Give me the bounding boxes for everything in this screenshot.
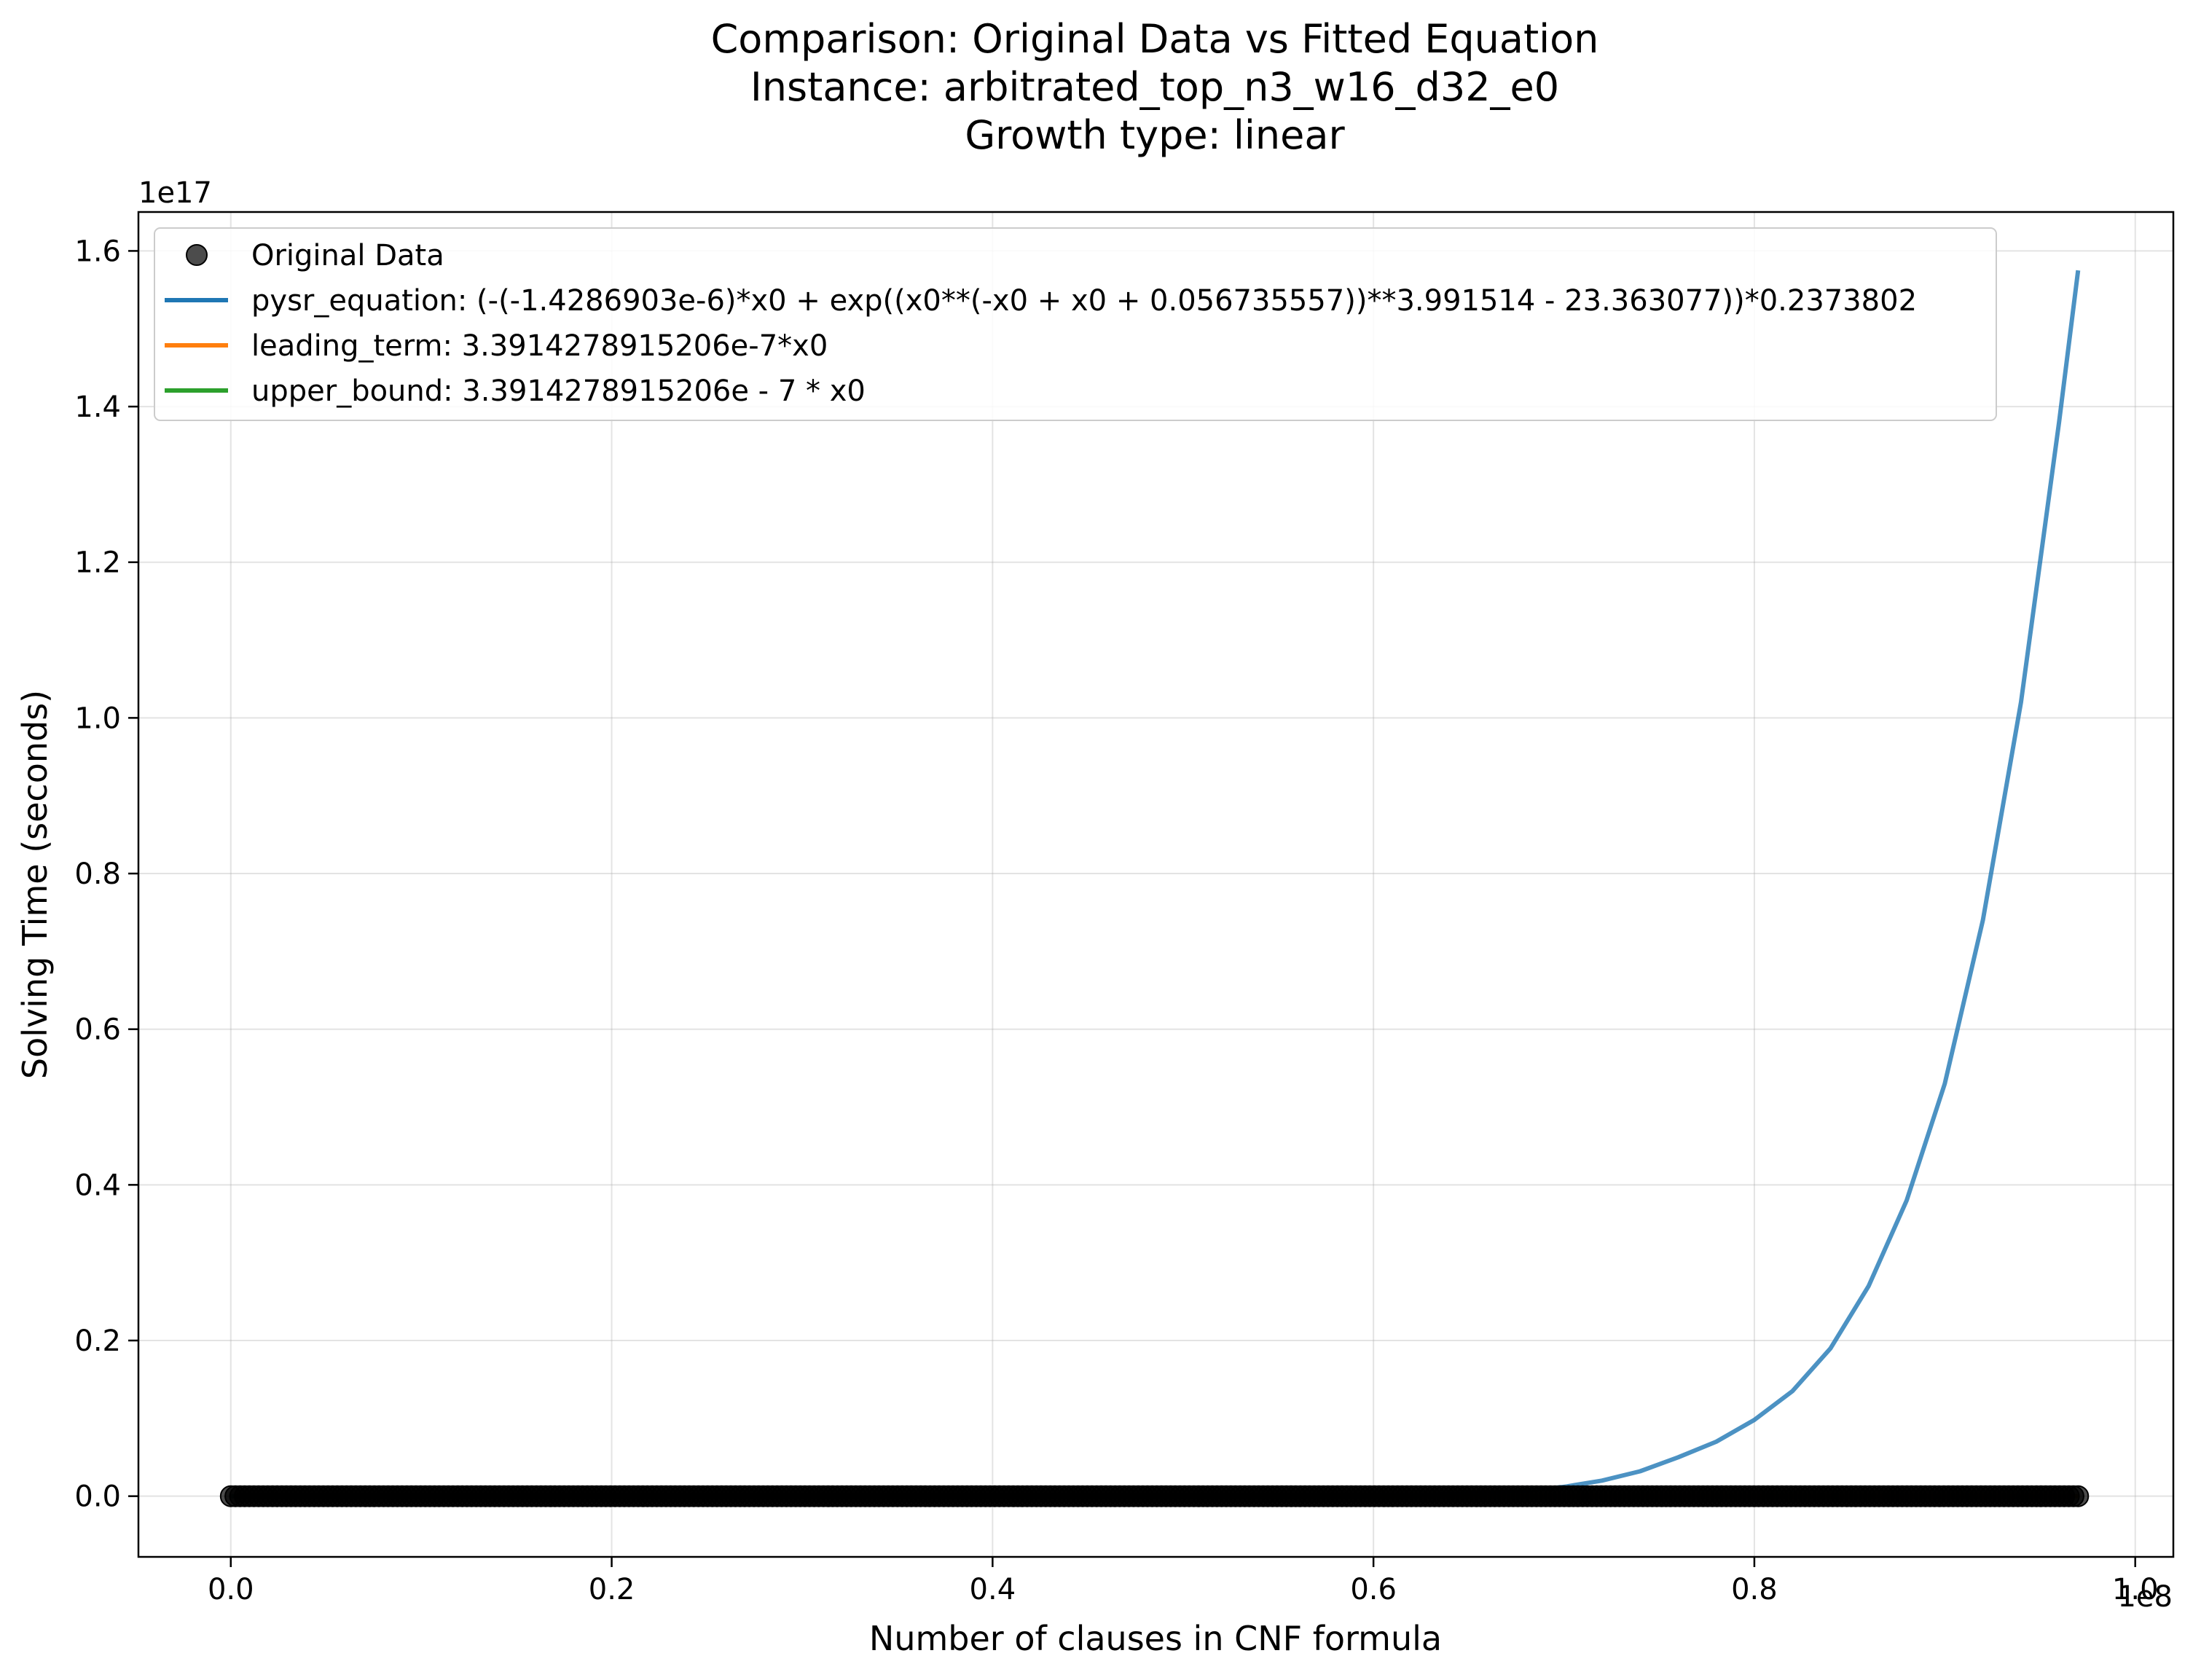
legend-label-pysr-equation: pysr_equation: (-(-1.4286903e-6)*x0 + ex… — [251, 284, 1917, 318]
x-axis-label: Number of clauses in CNF formula — [869, 1619, 1442, 1658]
chart-title-line-3: Growth type: linear — [965, 112, 1345, 158]
x-tick-label: 0.4 — [970, 1573, 1016, 1606]
y-axis-label: Solving Time (seconds) — [15, 690, 55, 1079]
legend-box — [154, 227, 1997, 421]
y-tick-label: 0.4 — [74, 1169, 121, 1202]
y-tick-label: 1.4 — [74, 390, 121, 424]
x-tick-label: 0.8 — [1731, 1573, 1778, 1606]
y-tick-label: 1.0 — [74, 702, 121, 735]
data-point — [2067, 1485, 2090, 1507]
x-axis-offset-label: 1e8 — [2117, 1580, 2173, 1614]
legend-marker-original-data — [186, 244, 208, 266]
y-tick-label: 0.2 — [74, 1324, 121, 1358]
y-tick-label: 1.2 — [74, 546, 121, 580]
x-tick-label: 0.2 — [589, 1573, 635, 1606]
y-tick-label: 0.6 — [74, 1013, 121, 1047]
legend-label-original-data: Original Data — [251, 239, 444, 272]
legend: Original Data pysr_equation: (-(-1.42869… — [154, 227, 1997, 421]
x-tick-label: 0.0 — [208, 1573, 254, 1606]
x-tick-label: 0.6 — [1350, 1573, 1397, 1606]
legend-label-leading-term: leading_term: 3.3914278915206e-7*x0 — [251, 329, 828, 363]
legend-label-upper-bound: upper_bound: 3.3914278915206e - 7 * x0 — [251, 374, 866, 408]
plot-area-frame — [137, 211, 2175, 1558]
original-data-points — [219, 1485, 2090, 1507]
y-tick-label: 0.0 — [74, 1480, 121, 1514]
x-axis-ticks: 0.0 0.2 0.4 0.6 0.8 1.0 — [208, 1557, 2159, 1606]
y-tick-label: 1.6 — [74, 235, 121, 268]
y-axis-ticks: 0.0 0.2 0.4 0.6 0.8 1.0 1.2 1.4 1.6 — [74, 235, 138, 1514]
y-tick-label: 0.8 — [74, 857, 121, 891]
y-axis-offset-label: 1e17 — [138, 176, 212, 210]
chart-title-line-1: Comparison: Original Data vs Fitted Equa… — [711, 16, 1599, 62]
chart-title-line-2: Instance: arbitrated_top_n3_w16_d32_e0 — [750, 64, 1559, 110]
x-tick-label: 1.0 — [2112, 1573, 2159, 1606]
